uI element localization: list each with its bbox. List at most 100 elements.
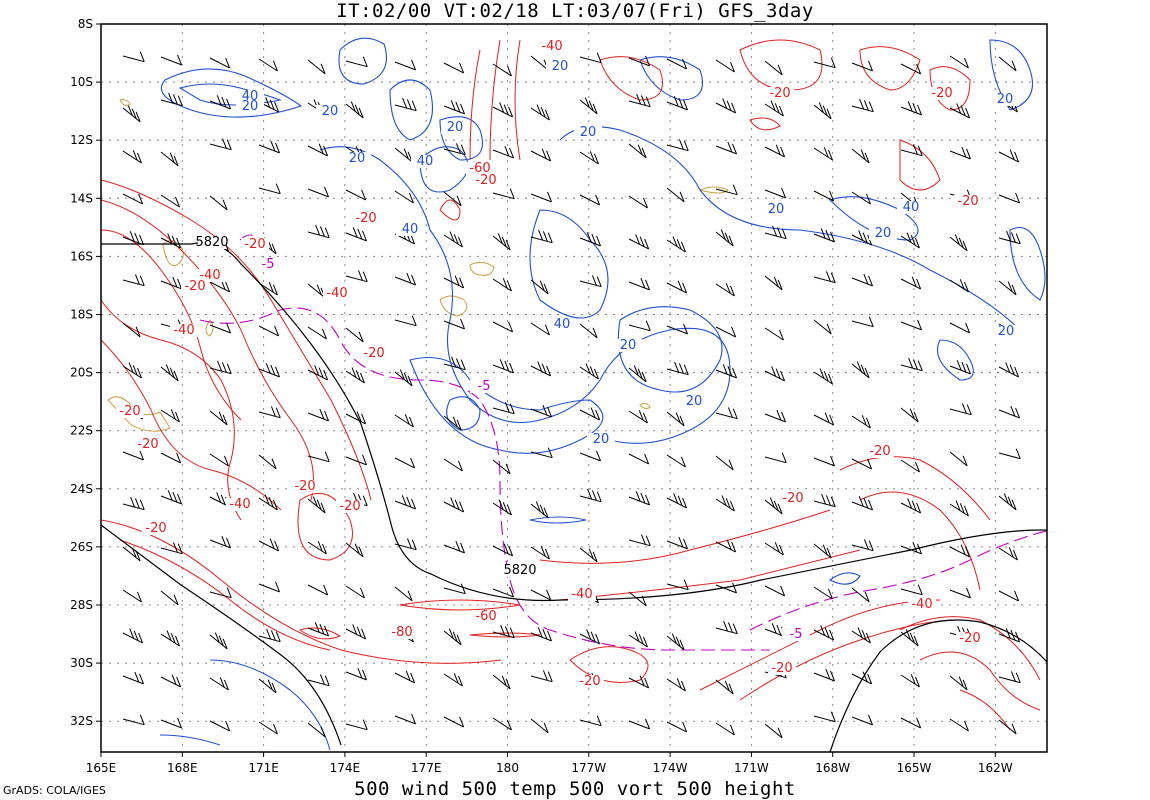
wind-barb (258, 538, 280, 552)
wind-barb (307, 674, 330, 687)
wind-barb (307, 622, 330, 637)
contour-label-bg (866, 445, 894, 458)
wind-barb (764, 275, 783, 291)
wind-barb (160, 674, 182, 688)
wind-barb (764, 409, 787, 423)
red-contour-label: -20 (869, 444, 890, 459)
contour-label-bg (779, 492, 807, 505)
wind-barb (307, 283, 326, 299)
wind-barb (715, 283, 735, 297)
wind-barb (579, 715, 602, 727)
contour-label-bg (956, 632, 984, 645)
lon-label: 180 (496, 761, 519, 775)
blue-contour-label: 20 (875, 226, 892, 241)
wind-barb (628, 718, 651, 730)
wind-barb (394, 190, 414, 204)
lon-label: 168E (167, 761, 198, 775)
wind-barb (258, 721, 278, 735)
wind-barb (394, 457, 416, 469)
red-contour-label: -20 (244, 237, 265, 252)
wind-barb (209, 720, 231, 732)
wind-barb (122, 274, 145, 287)
wind-barb (492, 188, 515, 200)
wind-barb (258, 325, 280, 337)
wind-barb (443, 415, 462, 431)
wind-barb (813, 190, 835, 202)
wind-barb (530, 55, 549, 71)
wind-barb (579, 407, 601, 421)
wind-barb (715, 620, 738, 635)
wind-barb (998, 405, 1021, 419)
contour-label-bg (768, 662, 796, 675)
wind-barb (345, 270, 368, 283)
wind-barb (851, 496, 874, 511)
wind-barb (492, 359, 515, 374)
wind-barb (851, 415, 871, 429)
wind-barb (764, 187, 787, 199)
wind-barb (160, 490, 183, 505)
wind-barb (307, 451, 330, 463)
red-contour-label: -40 (229, 497, 250, 512)
red-contour-label: -60 (469, 161, 490, 176)
wind-barb (813, 368, 833, 385)
wind-barb (345, 454, 368, 466)
wind-barb (813, 412, 835, 426)
blue-contour-label: 20 (768, 202, 785, 217)
wind-barb (900, 101, 923, 116)
wind-barb (764, 144, 786, 158)
contour-label-bg (396, 223, 424, 236)
lon-label: 171E (248, 761, 279, 775)
wind-barb (122, 589, 142, 603)
height-contours (101, 242, 1047, 752)
red-contour-label: -40 (541, 39, 562, 54)
wind-barb (307, 59, 326, 75)
wind-barb (900, 629, 919, 647)
wind-barb (530, 589, 552, 601)
lat-label: 28S (70, 598, 93, 612)
red-contour-label: -20 (957, 194, 978, 209)
red-contour-label: -40 (199, 268, 220, 283)
wind-barb (160, 276, 183, 290)
wind-barb (579, 450, 602, 462)
wind-barb (949, 718, 969, 732)
red-contour-label: -20 (475, 173, 496, 188)
wind-barb (530, 670, 553, 683)
contour-label-bg (226, 498, 254, 511)
wind-barb (530, 361, 552, 377)
wind-barb (813, 668, 836, 682)
wind-barb (628, 365, 647, 383)
wind-barb (443, 318, 466, 330)
wind-barb (900, 459, 920, 473)
wind-barb (122, 193, 144, 205)
contour-label-bg (574, 126, 602, 139)
wind-barb (813, 543, 832, 559)
blue-contour-label: 40 (554, 317, 571, 332)
wind-barb (666, 454, 686, 468)
wind-barb (813, 147, 833, 161)
contour-label-bg (343, 152, 371, 165)
lat-label: 8S (78, 17, 93, 31)
lat-label: 16S (70, 249, 93, 263)
lat-label: 22S (70, 424, 93, 438)
wind-barb (998, 547, 1018, 561)
wind-barb (900, 232, 920, 249)
contour-label-bg (323, 287, 351, 300)
wind-barb (122, 150, 142, 164)
wind-barb (345, 189, 367, 201)
wind-barb (579, 275, 602, 288)
wind-barb (394, 538, 417, 551)
wind-barb (122, 231, 145, 246)
wind-barb (998, 280, 1017, 296)
wind-barb (579, 151, 599, 165)
wind-barb (579, 194, 601, 206)
wind-barb (813, 493, 836, 508)
wind-barb (851, 316, 874, 328)
contour-label-bg (336, 500, 364, 513)
contour-label-bg (142, 522, 170, 535)
wind-barb (258, 628, 281, 643)
contour-label-bg (116, 405, 144, 418)
contour-label-bg (576, 675, 604, 688)
wind-barb (258, 406, 281, 419)
wind-barb (900, 407, 919, 423)
wind-barb (530, 229, 553, 244)
